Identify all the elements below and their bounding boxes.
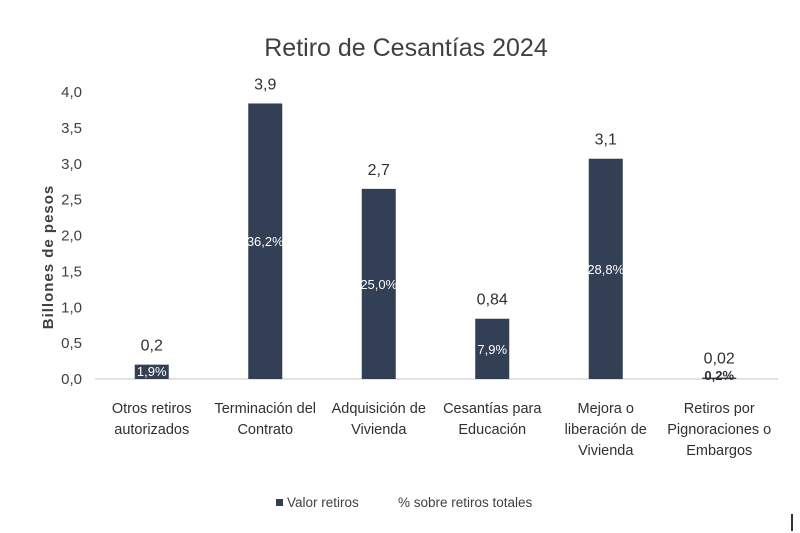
legend: Valor retiros % sobre retiros totales xyxy=(276,495,533,510)
y-tick-label: 4,0 xyxy=(61,84,82,101)
category-label: Otros retiros xyxy=(112,401,192,417)
category-label: Educación xyxy=(458,422,526,438)
bar xyxy=(134,364,169,379)
y-tick-label: 0,0 xyxy=(61,371,82,388)
category-label: Vivienda xyxy=(578,443,634,459)
data-label-value: 0,84 xyxy=(477,292,508,309)
category-label: Retiros por xyxy=(684,401,755,417)
category-label: Vivienda xyxy=(351,422,407,438)
category-label: Terminación del xyxy=(214,401,316,417)
bar xyxy=(248,103,283,379)
y-tick-label: 2,5 xyxy=(61,192,82,209)
y-tick-label: 3,0 xyxy=(61,156,82,173)
bar xyxy=(588,158,623,379)
y-tick-label: 1,5 xyxy=(61,263,82,280)
category-label: Embargos xyxy=(686,443,752,459)
labels-group: 0,2 1,9% 3,9 36,2% 2,7 25,0% 0,84 7,9% 3,1 28,8% 0… xyxy=(137,76,735,383)
category-label: Adquisición de xyxy=(332,401,426,417)
category-labels: Otros retiros autorizados Terminación del C… xyxy=(112,401,771,459)
data-label-percent: 7,9% xyxy=(477,342,507,357)
data-label-value: 3,1 xyxy=(595,132,617,149)
data-label-value: 3,9 xyxy=(254,76,276,93)
y-axis-ticks: 0,0 0,5 1,0 1,5 2,0 2,5 3,0 3,5 4,0 xyxy=(61,84,82,388)
category-label: Mejora o xyxy=(578,401,634,417)
data-label-percent: 1,9% xyxy=(137,364,167,379)
data-label-value: 0,02 xyxy=(704,351,735,368)
category-label: Pignoraciones o xyxy=(667,422,771,438)
bar xyxy=(702,377,737,379)
y-tick-label: 3,5 xyxy=(61,120,82,137)
legend-label-valor: Valor retiros xyxy=(287,495,359,510)
y-tick-label: 1,0 xyxy=(61,299,82,316)
y-tick-label: 0,5 xyxy=(61,335,82,352)
data-label-percent: 25,0% xyxy=(360,277,397,292)
bar xyxy=(361,188,396,379)
text-cursor xyxy=(791,514,793,531)
chart-title: Retiro de Cesantías 2024 xyxy=(264,34,548,62)
y-tick-label: 2,0 xyxy=(61,228,82,245)
legend-swatch-valor xyxy=(276,499,283,506)
category-label: liberación de xyxy=(565,422,647,438)
bar xyxy=(475,318,510,379)
category-label: Contrato xyxy=(237,422,293,438)
data-label-percent: 28,8% xyxy=(587,262,624,277)
y-axis-label: Billones de pesos xyxy=(40,185,57,330)
data-label-value: 0,2 xyxy=(141,338,163,355)
bars-group xyxy=(134,103,737,379)
category-label: autorizados xyxy=(114,422,189,438)
legend-label-pct: % sobre retiros totales xyxy=(398,495,533,510)
data-label-percent: 0,2% xyxy=(704,368,734,383)
category-label: Cesantías para xyxy=(443,401,542,417)
data-label-percent: 36,2% xyxy=(247,234,284,249)
data-label-value: 2,7 xyxy=(368,162,390,179)
